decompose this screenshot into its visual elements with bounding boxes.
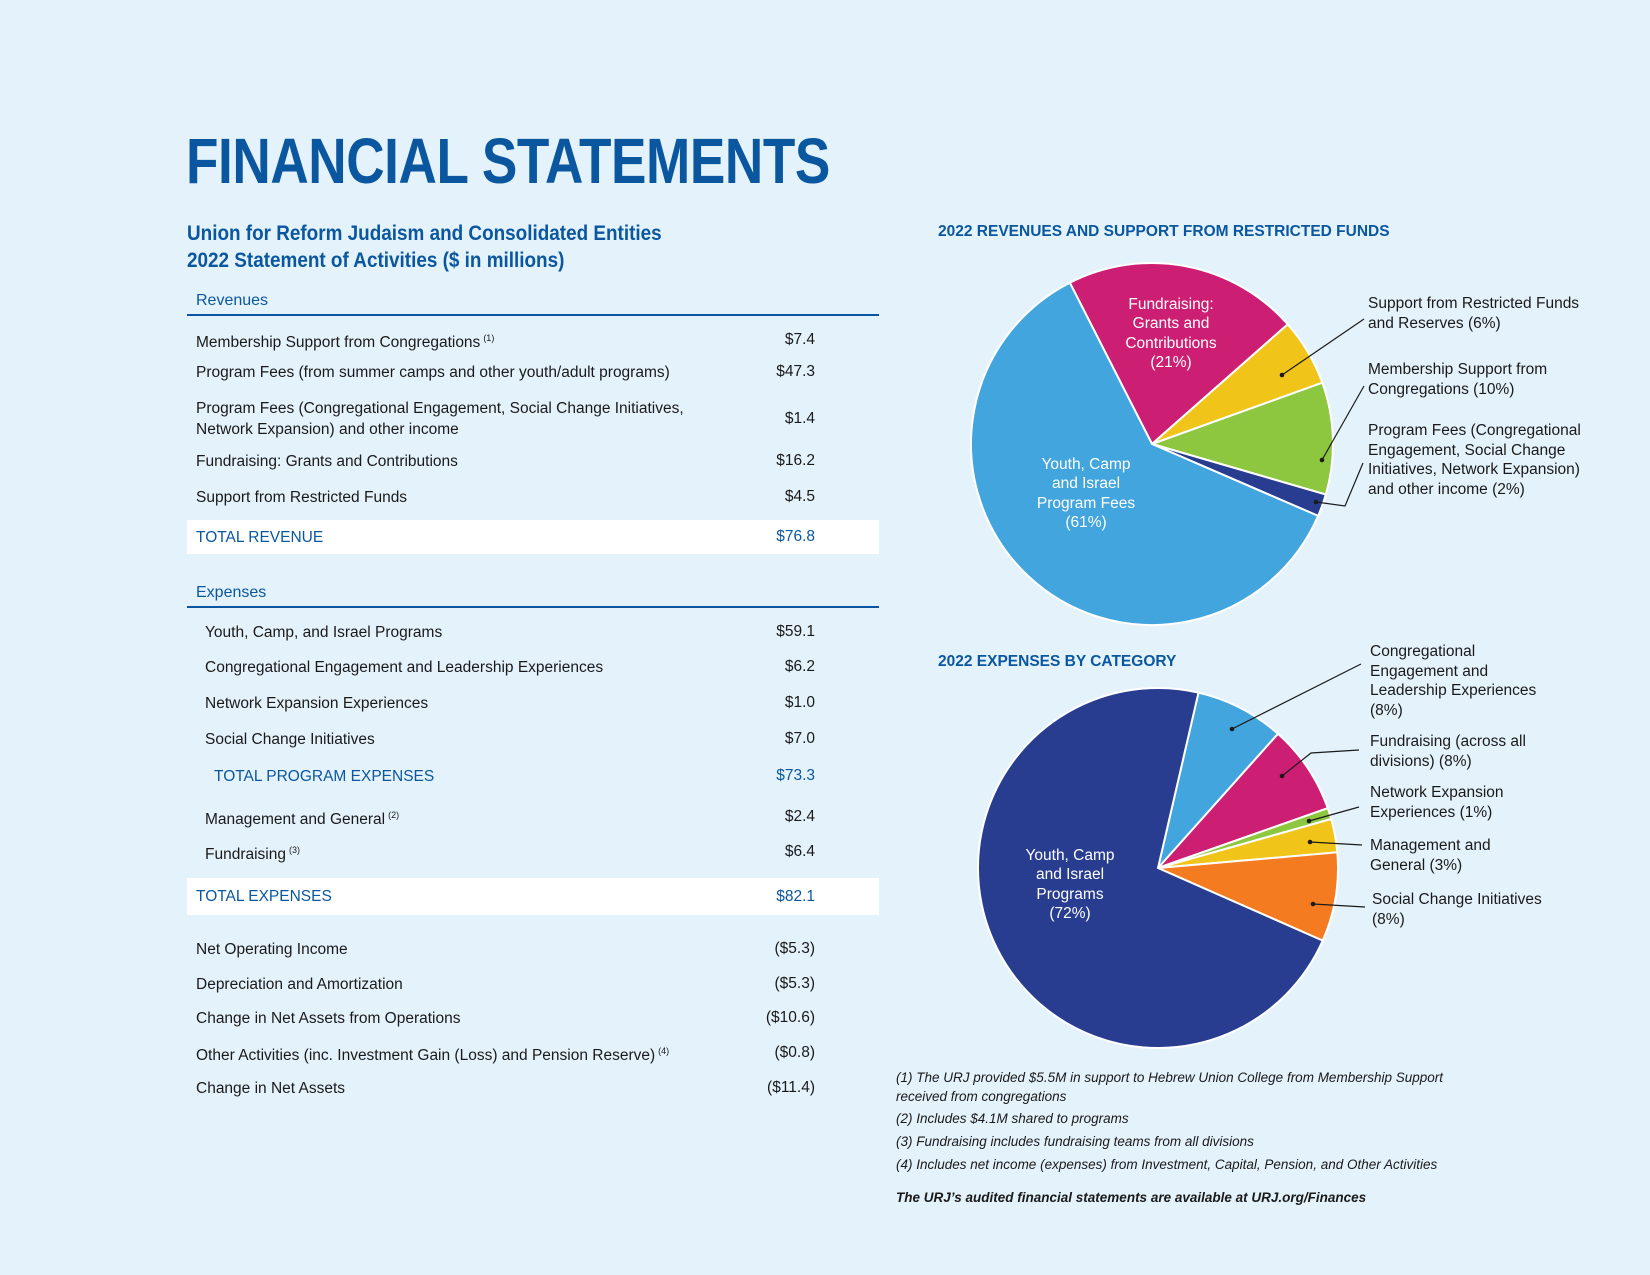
divider — [187, 606, 879, 608]
slice-label-management: Management and General (3%) — [1370, 837, 1491, 874]
slice-label-social-change: Social Change Initiatives (8%) — [1372, 891, 1542, 928]
divider — [187, 314, 879, 316]
table-row: Change in Net Assets from Operations ($10… — [196, 1009, 815, 1027]
slice-label-youth-fees: Youth, Camp and Israel Program Fees (61%… — [1036, 456, 1136, 532]
leader-line — [1312, 903, 1366, 908]
pie-slice — [1068, 262, 1290, 446]
footnote-2: (2) Includes $4.1M shared to programs — [896, 1111, 1129, 1126]
table-row: Support from Restricted Funds $4.5 — [196, 488, 815, 506]
revenue-pie-chart — [970, 262, 1334, 626]
pie-slice — [1157, 691, 1280, 869]
slice-label-congregational: Congregational Engagement and Leadership… — [1370, 643, 1537, 720]
table-row: Network Expansion Experiences $1.0 — [205, 694, 815, 712]
table-row: Membership Support from Congregations (1)… — [196, 331, 815, 351]
pie-slice — [976, 687, 1325, 1049]
table-row: Depreciation and Amortization ($5.3) — [196, 975, 815, 993]
footnote-1-cont: received from congregations — [896, 1089, 1067, 1104]
revenue-chart-title: 2022 REVENUES AND SUPPORT FROM RESTRICTE… — [938, 223, 1390, 240]
table-row: Program Fees (Congregational Engagement,… — [196, 400, 815, 438]
pie-slice — [1148, 381, 1334, 496]
slice-label-network: Network Expansion Experiences (1%) — [1370, 784, 1504, 821]
statement-subtitle: 2022 Statement of Activities ($ in milli… — [187, 249, 565, 272]
audited-statements-note: The URJ’s audited financial statements a… — [896, 1190, 1367, 1205]
slice-label-restricted-funds: Support from Restricted Funds and Reserv… — [1368, 295, 1580, 332]
table-row: Program Fees (from summer camps and othe… — [196, 363, 815, 381]
table-row: Net Operating Income ($5.3) — [196, 940, 815, 958]
leader-line — [1231, 663, 1362, 730]
total-expenses-row: TOTAL EXPENSES $82.1 — [187, 878, 879, 915]
table-row: Other Activities (inc. Investment Gain (… — [196, 1044, 815, 1064]
slice-label-fundraising: Fundraising (across all divisions) (8%) — [1370, 733, 1526, 770]
leader-dots — [1229, 372, 1325, 907]
expense-chart-title: 2022 EXPENSES BY CATEGORY — [938, 653, 1177, 670]
footnote-1: (1) The URJ provided $5.5M in support to… — [896, 1070, 1444, 1085]
slice-label-program-fees-other: Program Fees (Congregational Engagement,… — [1368, 422, 1581, 499]
table-row: Change in Net Assets ($11.4) — [196, 1079, 815, 1097]
leader-line — [1315, 462, 1364, 507]
leader-line — [1281, 318, 1365, 376]
leader-line — [1281, 749, 1360, 777]
slice-label-membership: Membership Support from Congregations (1… — [1368, 361, 1548, 398]
expenses-heading: Expenses — [196, 584, 267, 601]
revenues-heading: Revenues — [196, 292, 269, 309]
slice-label-fundraising: Fundraising: Grants and Contributions (2… — [1125, 296, 1217, 372]
pie-slice — [970, 281, 1320, 626]
table-row: Youth, Camp, and Israel Programs $59.1 — [205, 623, 815, 641]
leader-lines — [1231, 318, 1366, 908]
leader-line — [1321, 385, 1365, 461]
table-row: Fundraising: Grants and Contributions $16… — [196, 452, 815, 470]
total-revenue-row: TOTAL REVENUE $76.8 — [187, 520, 879, 554]
footnote-3: (3) Fundraising includes fundraising tea… — [896, 1134, 1254, 1149]
statement-entity-title: Union for Reform Judaism and Consolidate… — [187, 222, 662, 245]
slice-label-youth-programs: Youth, Camp and Israel Programs (72%) — [1025, 847, 1115, 923]
table-row: Fundraising (3) $6.4 — [205, 843, 815, 863]
leader-line — [1308, 806, 1360, 822]
table-row: Social Change Initiatives $7.0 — [205, 730, 815, 748]
leader-line — [1309, 841, 1363, 846]
pie-slice — [1157, 851, 1339, 942]
page-title: FINANCIAL STATEMENTS — [186, 125, 830, 197]
total-program-expenses-row: TOTAL PROGRAM EXPENSES $73.3 — [214, 767, 815, 785]
table-row: Congregational Engagement and Leadership… — [205, 658, 815, 676]
footnote-4: (4) Includes net income (expenses) from … — [896, 1157, 1438, 1172]
pie-slice — [1157, 732, 1330, 869]
expense-pie-chart — [976, 687, 1339, 1049]
table-row: Management and General (2) $2.4 — [205, 808, 815, 828]
